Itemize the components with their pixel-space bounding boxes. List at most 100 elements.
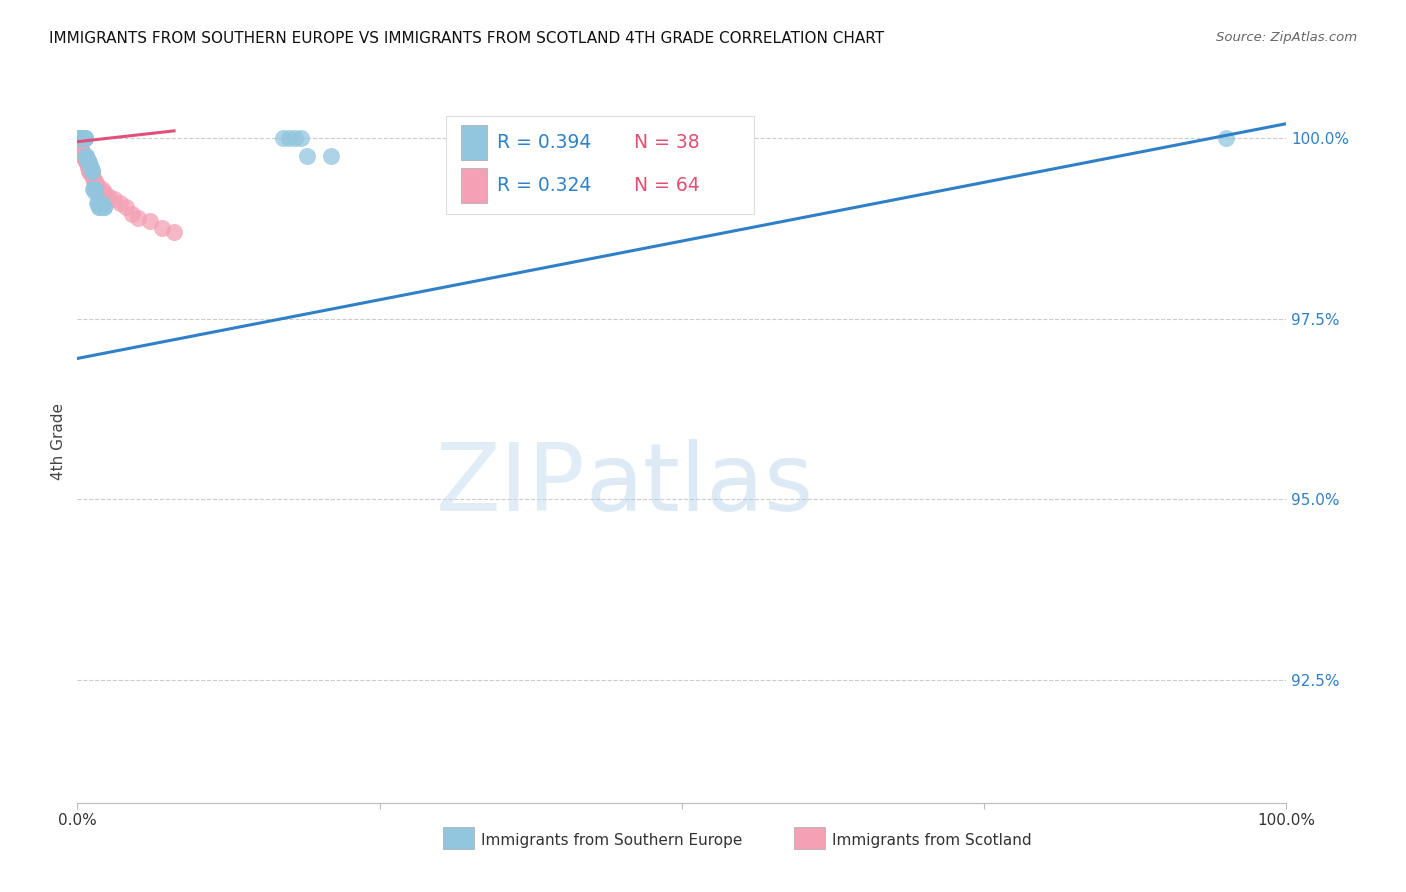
Point [73,131,96,145]
Point [72,131,94,145]
Point [290,131,312,145]
Point [66,131,89,145]
Point [76,153,98,167]
Point [66,131,89,145]
Point [103,193,125,207]
Text: R = 0.394: R = 0.394 [496,133,592,152]
Point [75,149,97,163]
Text: R = 0.324: R = 0.324 [496,177,592,195]
Point [76,153,98,167]
Point [66,131,89,145]
Point [90,181,112,195]
Text: Immigrants from Scotland: Immigrants from Scotland [832,833,1032,847]
Point [82,170,104,185]
Point [69,138,91,153]
Point [87,196,110,211]
Point [79,163,101,178]
Point [66,131,89,145]
Point [70,145,93,160]
Point [93,200,115,214]
Point [66,131,89,145]
Point [79,160,101,174]
Point [90,196,112,211]
Point [70,131,93,145]
Point [284,131,307,145]
FancyBboxPatch shape [446,117,755,214]
Point [67,135,90,149]
Point [93,200,115,214]
Point [67,135,90,149]
Point [70,131,93,145]
Point [83,181,105,195]
Point [66,131,89,145]
Point [66,131,89,145]
Point [1215,131,1237,145]
Point [66,131,89,145]
Point [66,131,89,145]
Point [66,131,89,145]
Point [66,131,89,145]
Point [87,181,110,195]
Point [66,131,89,145]
Point [121,207,143,221]
Y-axis label: 4th Grade: 4th Grade [51,403,66,480]
Point [73,153,96,167]
Point [79,156,101,170]
Point [321,149,343,163]
Text: atlas: atlas [585,439,814,531]
Point [84,181,107,195]
Point [66,131,89,145]
Point [87,200,110,214]
Point [93,186,115,200]
Point [66,131,89,145]
Point [108,196,131,211]
Point [67,135,90,149]
Point [86,196,108,211]
Point [79,163,101,178]
Point [80,167,103,181]
Point [295,149,318,163]
Point [87,200,110,214]
Point [77,160,100,174]
Point [82,181,104,195]
Point [69,138,91,153]
Point [80,163,103,178]
Point [163,225,186,239]
Point [84,186,107,200]
Point [76,156,98,170]
Point [79,156,101,170]
Text: Source: ZipAtlas.com: Source: ZipAtlas.com [1216,31,1357,45]
Point [67,135,90,149]
Point [127,211,149,225]
Point [70,142,93,156]
Text: IMMIGRANTS FROM SOUTHERN EUROPE VS IMMIGRANTS FROM SCOTLAND 4TH GRADE CORRELATIO: IMMIGRANTS FROM SOUTHERN EUROPE VS IMMIG… [49,31,884,46]
Point [69,138,91,153]
Point [139,214,162,228]
Point [271,131,294,145]
Point [69,138,91,153]
Point [66,131,89,145]
Point [66,131,89,145]
Bar [461,125,488,160]
Point [79,167,101,181]
Point [114,200,136,214]
Point [70,142,93,156]
Point [66,131,89,145]
Point [73,131,96,145]
Point [86,178,108,192]
Point [66,131,89,145]
Point [76,156,98,170]
Point [83,174,105,188]
Point [150,221,173,235]
Point [75,149,97,163]
Point [70,142,93,156]
Point [67,135,90,149]
Bar [461,169,488,203]
Point [66,131,89,145]
Point [80,163,103,178]
Point [278,131,301,145]
Point [73,131,96,145]
Text: N = 64: N = 64 [634,177,699,195]
Point [67,135,90,149]
Point [72,149,94,163]
